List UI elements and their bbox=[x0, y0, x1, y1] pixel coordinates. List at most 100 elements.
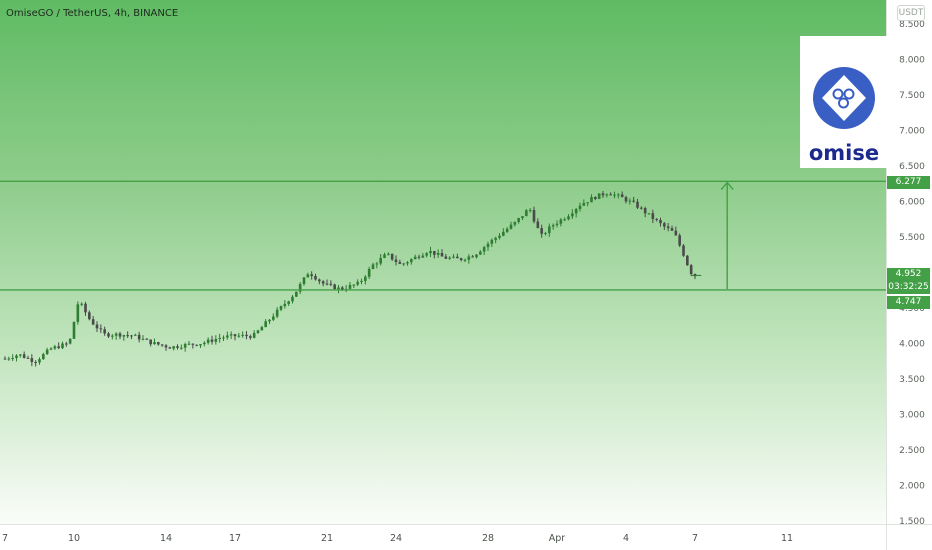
candle bbox=[689, 264, 693, 277]
candle bbox=[613, 191, 616, 199]
candle bbox=[306, 272, 310, 278]
candle bbox=[245, 331, 248, 340]
candle bbox=[95, 321, 99, 333]
candle bbox=[283, 300, 287, 309]
logo-wordmark: omise bbox=[808, 141, 880, 165]
candle bbox=[521, 216, 524, 220]
candle bbox=[84, 301, 87, 316]
candle bbox=[72, 321, 76, 340]
candle bbox=[505, 227, 509, 233]
candle bbox=[298, 282, 302, 295]
candle bbox=[364, 275, 367, 285]
candle bbox=[65, 341, 68, 347]
candle bbox=[429, 246, 432, 257]
candle bbox=[275, 307, 279, 319]
candle bbox=[237, 332, 241, 338]
candle bbox=[176, 344, 179, 350]
candle bbox=[482, 245, 486, 256]
candle bbox=[417, 254, 421, 260]
candle bbox=[628, 198, 632, 205]
candle bbox=[187, 340, 191, 346]
candle bbox=[191, 343, 195, 349]
omise-logo: omise bbox=[800, 36, 888, 168]
candle bbox=[206, 337, 210, 345]
candle bbox=[456, 253, 459, 259]
y-tick-label: 7.000 bbox=[899, 127, 925, 137]
candle bbox=[528, 208, 532, 213]
chart-title: OmiseGO / TetherUS, 4h, BINANCE bbox=[6, 8, 179, 19]
resistance-price-tag: 6.277 bbox=[887, 176, 930, 189]
x-tick-label: 10 bbox=[68, 533, 80, 544]
candle bbox=[256, 329, 260, 334]
candle bbox=[164, 344, 168, 351]
candle bbox=[114, 332, 118, 340]
candle bbox=[436, 249, 440, 259]
projection-arrow[interactable] bbox=[720, 181, 734, 290]
candle bbox=[145, 338, 149, 340]
candle bbox=[655, 218, 658, 222]
candle bbox=[337, 284, 340, 294]
candle bbox=[15, 354, 18, 362]
candle bbox=[76, 301, 80, 325]
candle bbox=[594, 196, 597, 201]
candle bbox=[122, 334, 126, 341]
candle bbox=[42, 352, 45, 360]
y-tick-label: 6.500 bbox=[899, 162, 925, 172]
candle bbox=[22, 351, 26, 359]
candle bbox=[582, 199, 586, 207]
candle bbox=[118, 331, 122, 340]
candle bbox=[425, 251, 428, 258]
candle bbox=[498, 233, 501, 240]
candle bbox=[647, 213, 651, 215]
x-tick-label: 14 bbox=[160, 533, 172, 544]
candle bbox=[344, 284, 348, 293]
candle bbox=[402, 262, 405, 266]
y-tick-label: 4.500 bbox=[899, 304, 925, 314]
candle bbox=[26, 355, 30, 359]
candle bbox=[302, 276, 306, 286]
y-tick-label: 1.500 bbox=[899, 517, 925, 527]
candle bbox=[597, 193, 601, 200]
candle bbox=[586, 202, 589, 207]
candle bbox=[149, 339, 152, 347]
candle bbox=[444, 253, 448, 260]
candle bbox=[686, 255, 689, 266]
candle bbox=[383, 252, 386, 259]
candle bbox=[567, 214, 570, 221]
candle bbox=[544, 231, 547, 236]
x-tick-label: 7 bbox=[2, 533, 8, 544]
candle bbox=[172, 345, 175, 351]
candle bbox=[486, 241, 490, 251]
candle bbox=[279, 305, 283, 312]
candle bbox=[360, 278, 363, 285]
candle bbox=[310, 271, 313, 280]
candle bbox=[643, 206, 647, 218]
candle bbox=[475, 253, 478, 259]
candle bbox=[571, 209, 574, 220]
candle bbox=[199, 343, 202, 349]
candle bbox=[636, 198, 639, 209]
candle bbox=[11, 354, 14, 362]
candle bbox=[7, 356, 11, 361]
x-tick-label: 21 bbox=[321, 533, 333, 544]
candle bbox=[49, 347, 53, 351]
candle bbox=[180, 344, 183, 350]
candle bbox=[134, 333, 137, 336]
candle bbox=[479, 250, 482, 256]
candle bbox=[241, 331, 244, 338]
candle bbox=[440, 249, 444, 257]
candle bbox=[107, 332, 110, 339]
candle bbox=[502, 228, 505, 237]
candle bbox=[394, 255, 398, 266]
candle bbox=[61, 341, 64, 350]
candle bbox=[532, 206, 536, 224]
candle bbox=[678, 233, 681, 248]
candle bbox=[130, 334, 133, 340]
candle bbox=[295, 291, 298, 297]
candle bbox=[103, 326, 106, 336]
candle bbox=[390, 253, 394, 261]
currency-button[interactable]: USDT bbox=[897, 5, 925, 21]
candle bbox=[640, 206, 643, 210]
candle bbox=[57, 342, 60, 350]
